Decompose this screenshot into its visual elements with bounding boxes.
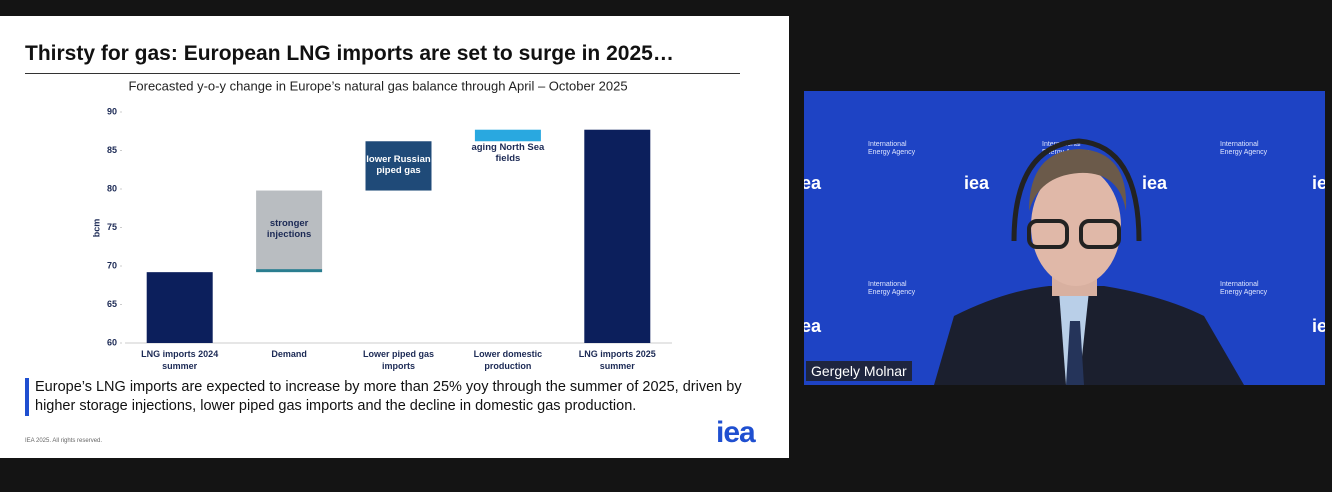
slide-body: Europe’s LNG imports are expected to inc… [35,379,742,414]
backdrop-logo: iea [804,316,822,336]
x-tick-label-box: LNG imports 2024 summer [141,349,219,371]
segment-label: lower Russian piped gas [366,153,431,176]
backdrop-text: International Energy Agency [1220,281,1268,296]
delta-bar [256,269,323,273]
logo: iea [716,416,756,449]
chart-subtitle: Forecasted y-o-y change in Europe’s natu… [128,78,627,93]
slide-title: Thirsty for gas: European LNG imports ar… [25,42,674,65]
y-tick-label: 85 [107,145,117,155]
y-tick-label: 80 [107,183,117,193]
segment-label: aging North Sea fields [471,142,545,165]
backdrop-logo: iea [1142,173,1168,193]
x-tick-label-box: Lower domestic production [473,349,543,371]
video-tile: International Energy Agency International… [804,91,1325,385]
x-tick-label: Lower piped gas imports [362,349,434,371]
backdrop-text: International Energy Agency [868,141,916,156]
y-axis-label: bcm [91,219,101,238]
segment-label-box: aging North Sea fields [471,142,545,165]
accent-bar [25,378,29,416]
segment-label: stronger injections [266,217,312,240]
y-tick-label: 65 [107,299,117,309]
delta-bar [474,129,541,142]
x-tick-label-box: LNG imports 2025 summer [578,349,656,371]
y-tick-label: 90 [107,106,117,116]
backdrop-logo: iea [804,173,822,193]
total-bar [146,272,213,343]
x-tick-label: Lower domestic production [473,349,543,371]
delta-bar [256,190,323,270]
x-tick-label: Demand [271,349,307,359]
y-tick-label: 60 [107,337,117,347]
backdrop-logo: iea [1312,173,1325,193]
x-tick-label: LNG imports 2025 summer [578,349,656,371]
segment-label-box: lower Russian piped gas [366,153,431,176]
y-tick-label: 70 [107,260,117,270]
x-tick-label: LNG imports 2024 summer [141,349,219,371]
y-tick-label: 75 [107,222,117,232]
speaker [934,138,1244,385]
participant-name: Gergely Molnar [806,361,912,381]
total-bar [584,129,651,343]
x-tick-label-box: Lower piped gas imports [362,349,434,371]
backdrop-text: International Energy Agency [1220,141,1268,156]
x-tick-label-box: Demand [271,349,307,359]
slide: Thirsty for gas: European LNG imports ar… [0,16,789,458]
segment-label-box: stronger injections [266,217,312,240]
backdrop-logo: iea [964,173,990,193]
backdrop-text: International Energy Agency [868,281,916,296]
backdrop-logo: iea [1312,316,1325,336]
delta-bar [365,141,432,191]
title-rule [25,73,740,74]
footnote: IEA 2025. All rights reserved. [25,438,103,444]
chart: Forecasted y-o-y change in Europe’s natu… [91,78,672,371]
